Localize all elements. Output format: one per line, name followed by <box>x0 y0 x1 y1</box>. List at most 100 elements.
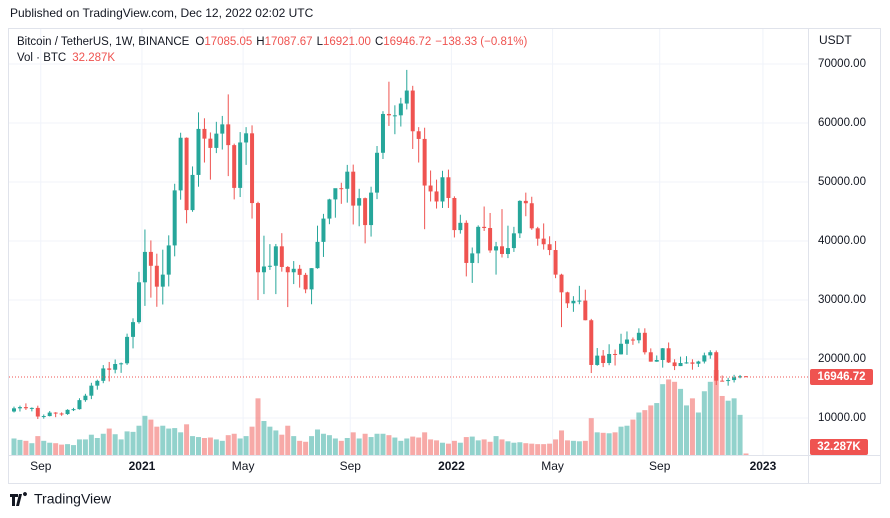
x-tick-label: 2022 <box>438 459 465 473</box>
volume-bar <box>493 436 499 455</box>
volume-bar <box>65 444 71 455</box>
volume-bar <box>231 433 237 455</box>
footer-logo[interactable]: TradingView <box>10 491 112 507</box>
volume-bar <box>630 419 636 455</box>
volume-bar <box>582 440 588 455</box>
candle-body <box>565 292 570 304</box>
candle-body <box>113 364 118 370</box>
volume-bar <box>487 441 493 455</box>
candle-body <box>148 251 153 266</box>
candle-body <box>696 361 701 364</box>
candle-body <box>666 348 671 363</box>
volume-bar <box>118 439 124 455</box>
volume-bar <box>243 436 249 455</box>
candle-body <box>41 416 46 418</box>
x-tick-label: May <box>232 459 255 473</box>
candle-body <box>571 300 576 304</box>
volume-bar <box>100 433 106 455</box>
volume-bar <box>166 428 172 455</box>
x-tick-label: 2021 <box>129 459 156 473</box>
volume-bar <box>392 437 398 455</box>
volume-bar <box>499 439 505 455</box>
volume-bar <box>172 428 178 455</box>
volume-bar <box>291 436 297 455</box>
candle-body <box>59 413 64 415</box>
candle-body <box>708 352 713 356</box>
volume-bar <box>523 443 529 455</box>
logo-icon <box>10 492 27 506</box>
x-tick-label: May <box>541 459 564 473</box>
volume-bar <box>136 425 142 455</box>
volume-bar <box>207 437 213 455</box>
candle-body <box>392 115 397 117</box>
volume-bar <box>678 388 684 455</box>
volume-bar <box>148 419 154 455</box>
volume-bar <box>612 432 618 455</box>
candle-body <box>208 138 213 148</box>
candle-body <box>630 339 635 341</box>
x-tick-label: Sep <box>649 459 671 473</box>
candle-body <box>428 185 433 192</box>
last-price-label: 16946.72 <box>818 371 866 383</box>
volume-bar <box>666 379 672 455</box>
candle-body <box>619 343 624 355</box>
x-tick-label: 2023 <box>750 459 777 473</box>
volume-bar <box>160 425 166 455</box>
candle-body <box>166 245 171 275</box>
candle-body <box>196 128 201 175</box>
candle-body <box>297 268 302 275</box>
candle-body <box>83 395 88 401</box>
volume-bar <box>332 438 338 455</box>
volume-title: Vol · BTC <box>17 52 66 64</box>
candle-body <box>238 142 243 188</box>
volume-bar <box>689 398 695 455</box>
volume-bar <box>707 381 713 455</box>
volume-bar <box>285 425 291 455</box>
candle-body <box>529 203 534 229</box>
candle-body <box>35 407 40 417</box>
candle-body <box>136 282 141 323</box>
volume-box <box>810 439 868 455</box>
volume-bar <box>731 398 737 455</box>
volume-bar <box>660 384 666 455</box>
volume-bar <box>422 432 428 455</box>
volume-bar <box>374 433 380 455</box>
candle-body <box>65 409 70 415</box>
y-tick-label: 20000.00 <box>818 353 866 365</box>
legend-value: 17085.05 <box>204 36 252 48</box>
grid <box>9 29 808 455</box>
candle-body <box>720 380 725 382</box>
candle-body <box>732 377 737 381</box>
volume-bar <box>17 439 23 455</box>
volume-bar <box>309 436 315 455</box>
candle-body <box>678 363 683 367</box>
legend-value: 16946.72 <box>383 36 431 48</box>
volume-bar <box>47 442 53 455</box>
volume-bar <box>463 437 469 455</box>
candle-body <box>440 177 445 202</box>
volume-bar <box>564 440 570 455</box>
candle-body <box>363 198 368 226</box>
candle-body <box>178 137 183 191</box>
volume-bar <box>356 438 362 455</box>
candle-body <box>375 152 380 193</box>
candle-body <box>458 222 463 231</box>
candle-body <box>327 199 332 219</box>
candle-body <box>202 128 207 139</box>
legend-change: −138.33 (−0.81%) <box>435 36 527 48</box>
candle-body <box>470 253 475 263</box>
candle-body <box>101 368 106 381</box>
volume-bar <box>743 453 749 455</box>
volume-bar <box>112 434 118 455</box>
candle-body <box>226 124 231 146</box>
volume-bar <box>297 440 303 455</box>
candle-body <box>654 360 659 362</box>
candle-body <box>494 246 499 251</box>
candle-body <box>595 355 600 365</box>
candle-body <box>517 200 522 234</box>
volume-bar <box>457 442 463 455</box>
volume-bar <box>398 440 404 455</box>
volume-bar <box>178 432 184 455</box>
volume-bar <box>76 439 82 455</box>
candle-body <box>172 190 177 246</box>
